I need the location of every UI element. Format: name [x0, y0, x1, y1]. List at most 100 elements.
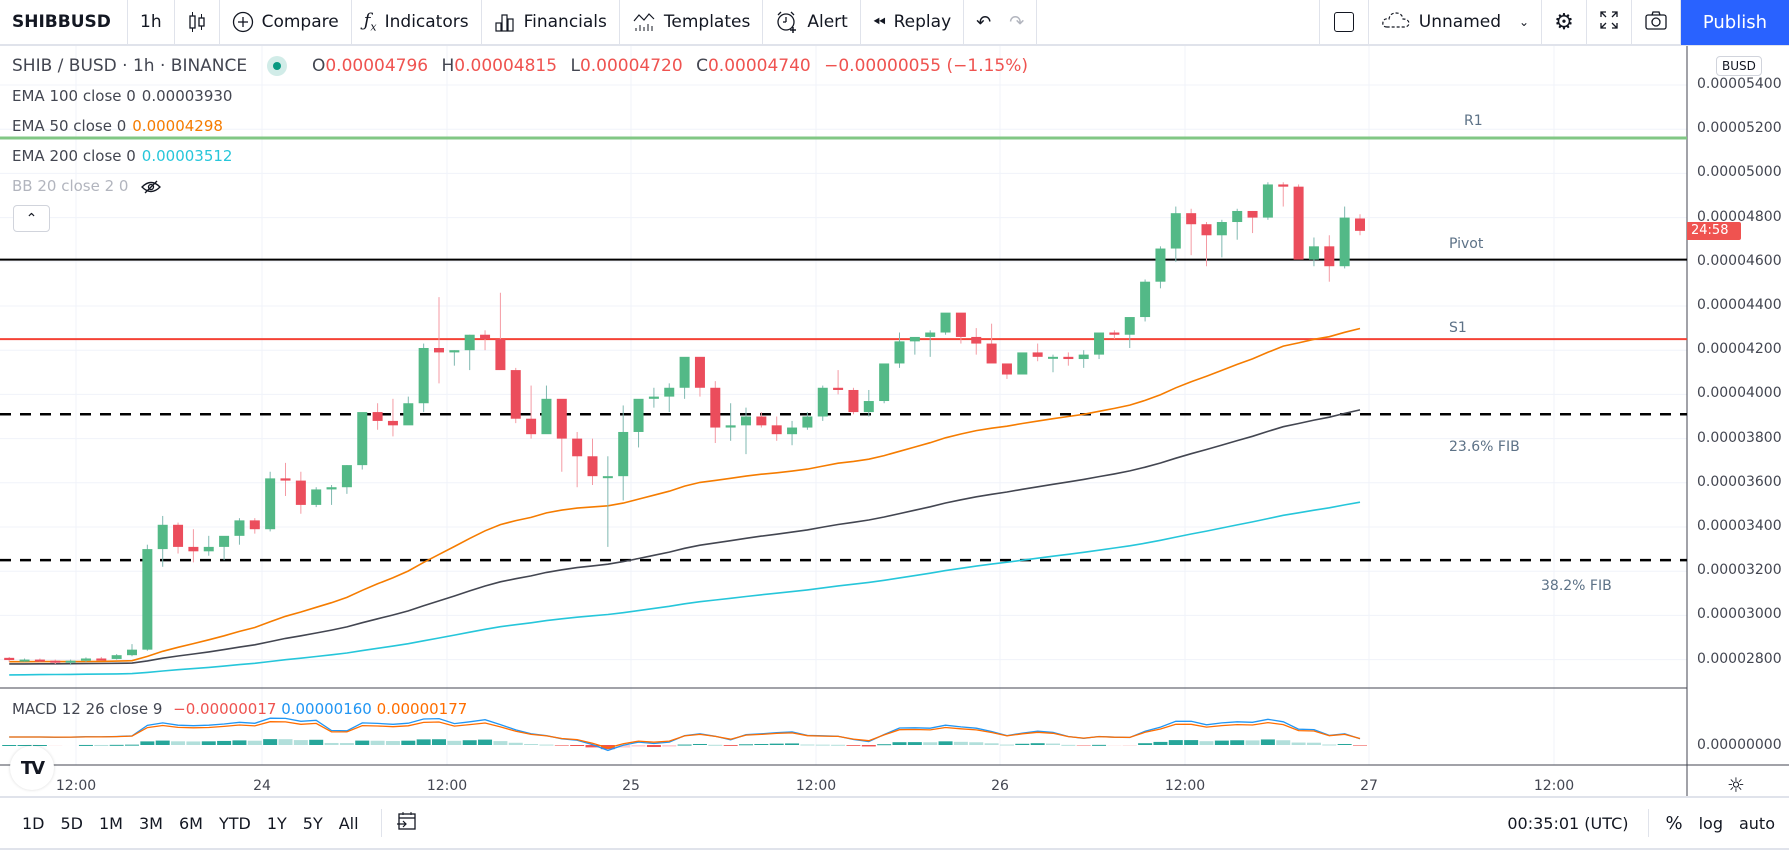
macd-legend[interactable]: MACD 12 26 close 9 −0.00000017 0.0000016… [12, 700, 467, 718]
macd-signal-value: 0.00000177 [376, 700, 468, 718]
replay-button[interactable]: ⏪︎ Replay [861, 0, 965, 45]
gear-icon: ⚙ [1554, 9, 1574, 35]
goto-date-icon[interactable] [396, 811, 418, 835]
chart-area[interactable]: SHIB / BUSD · 1h · BINANCE O0.00004796 H… [0, 46, 1789, 797]
ema50-legend[interactable]: EMA 50 close 0 0.00004298 [12, 117, 223, 135]
time-tick: 12:00 [1164, 778, 1206, 794]
ema200-label: EMA 200 close 0 [12, 147, 136, 165]
ema200-value: 0.00003512 [141, 147, 233, 165]
ema100-value: 0.00003930 [141, 87, 233, 105]
price-tick: 0.00005000 [1697, 164, 1782, 181]
chart-type-button[interactable] [175, 0, 220, 45]
fx-icon: ƒx [363, 10, 377, 34]
divider [1648, 809, 1650, 837]
price-tick: 0.00003400 [1697, 518, 1782, 534]
camera-icon [1644, 10, 1668, 35]
range-1y[interactable]: 1Y [266, 813, 287, 833]
range-ytd[interactable]: YTD [218, 813, 251, 833]
range-all[interactable]: All [338, 813, 359, 833]
open-label: O [311, 56, 326, 76]
time-tick: 24 [253, 778, 271, 794]
price-tick: 0.00003000 [1697, 606, 1782, 623]
time-tick: 12:00 [795, 778, 837, 794]
range-5y[interactable]: 5Y [302, 813, 323, 833]
bb-legend[interactable]: BB 20 close 2 0 [12, 177, 162, 195]
divider [380, 809, 382, 837]
utc-clock[interactable]: 00:35:01 (UTC) [1507, 813, 1629, 833]
tradingview-logo[interactable]: TV [10, 746, 54, 790]
screenshot-button[interactable] [1632, 0, 1681, 45]
settings-button[interactable]: ⚙ [1542, 0, 1587, 45]
price-tick: 0.00004800 [1697, 208, 1782, 225]
bottom-toolbar: 1D 5D 1M 3M 6M YTD 1Y 5Y All 00:35:01 (U… [0, 797, 1789, 848]
low-value: 0.00004720 [579, 56, 683, 76]
top-toolbar: SHIBBUSD 1h Compare ƒx Indicators Financ… [0, 0, 1789, 45]
pivot-label: Pivot [1449, 236, 1484, 252]
ema50-label: EMA 50 close 0 [12, 117, 127, 135]
eye-crossed-icon[interactable] [141, 177, 162, 195]
currency-badge[interactable]: BUSD [1716, 56, 1762, 76]
fullscreen-button[interactable] [1587, 0, 1632, 45]
price-tick: 0.00004400 [1697, 297, 1782, 313]
templates-icon [632, 12, 656, 32]
high-value: 0.00004815 [454, 56, 558, 76]
range-1m[interactable]: 1M [99, 813, 123, 833]
open-value: 0.00004796 [325, 56, 429, 76]
range-5d[interactable]: 5D [60, 813, 84, 833]
symbol-legend: SHIB / BUSD · 1h · BINANCE O0.00004796 H… [12, 56, 1036, 76]
replay-label: Replay [893, 12, 952, 32]
range-3m[interactable]: 3M [138, 813, 163, 833]
collapse-legend-button[interactable]: ⌃ [13, 205, 50, 232]
publish-button[interactable]: Publish [1680, 0, 1789, 45]
percent-toggle[interactable]: % [1665, 812, 1683, 834]
price-tick: 0.00005200 [1697, 120, 1782, 137]
layout-name-button[interactable]: Unnamed ⌄ [1369, 0, 1543, 45]
toolbar-spacer [1037, 0, 1318, 45]
indicators-button[interactable]: ƒx Indicators [352, 0, 482, 45]
price-tick: 0.00004000 [1697, 385, 1782, 402]
ema200-legend[interactable]: EMA 200 close 0 0.00003512 [12, 147, 232, 165]
templates-button[interactable]: Templates [620, 0, 764, 45]
rewind-icon: ⏪︎ [872, 12, 886, 31]
square-icon [1333, 12, 1354, 32]
undo-icon[interactable]: ↶ [976, 11, 992, 33]
redo-icon[interactable]: ↷ [1009, 11, 1025, 33]
symbol-search-button[interactable]: SHIBBUSD [0, 0, 128, 45]
time-tick: 27 [1360, 778, 1378, 794]
ema100-legend[interactable]: EMA 100 close 0 0.00003930 [12, 87, 232, 105]
time-tick: 25 [622, 778, 640, 794]
compare-label: Compare [261, 12, 339, 32]
interval-label: 1h [140, 12, 162, 32]
alarm-clock-icon [775, 10, 799, 34]
fib-236-label: 23.6% FIB [1449, 439, 1520, 455]
auto-toggle[interactable]: auto [1738, 813, 1775, 833]
financials-button[interactable]: Financials [482, 0, 620, 45]
price-tick: 0.00003600 [1697, 473, 1782, 490]
market-status-icon [266, 56, 287, 76]
indicators-label: Indicators [384, 12, 469, 32]
alert-label: Alert [807, 12, 848, 32]
symbol-label: SHIBBUSD [12, 12, 111, 32]
axis-settings-icon[interactable]: ☼ [1727, 773, 1745, 797]
cloud-icon [1381, 10, 1411, 35]
fullscreen-icon [1599, 10, 1619, 35]
low-label: L [570, 56, 580, 76]
chevron-down-icon: ⌄ [1519, 15, 1530, 29]
layout-name-label: Unnamed [1418, 12, 1502, 32]
range-1d[interactable]: 1D [22, 813, 45, 833]
log-toggle[interactable]: log [1698, 813, 1723, 833]
chart-canvas[interactable] [0, 46, 1789, 796]
compare-button[interactable]: Compare [220, 0, 352, 45]
close-value: 0.00004740 [707, 56, 811, 76]
price-tick: 0.00004200 [1697, 341, 1782, 358]
price-tick: 0.00004600 [1697, 252, 1782, 269]
high-label: H [441, 56, 455, 76]
ema50-value: 0.00004298 [132, 117, 223, 135]
undo-redo-group: ↶ ↷ [964, 0, 1038, 45]
alert-button[interactable]: Alert [763, 0, 861, 45]
interval-button[interactable]: 1h [128, 0, 175, 45]
right-controls: 00:35:01 (UTC) % log auto [1507, 809, 1789, 837]
bar-chart-icon [494, 12, 516, 32]
range-6m[interactable]: 6M [178, 813, 203, 833]
layout-select-button[interactable] [1318, 0, 1369, 45]
